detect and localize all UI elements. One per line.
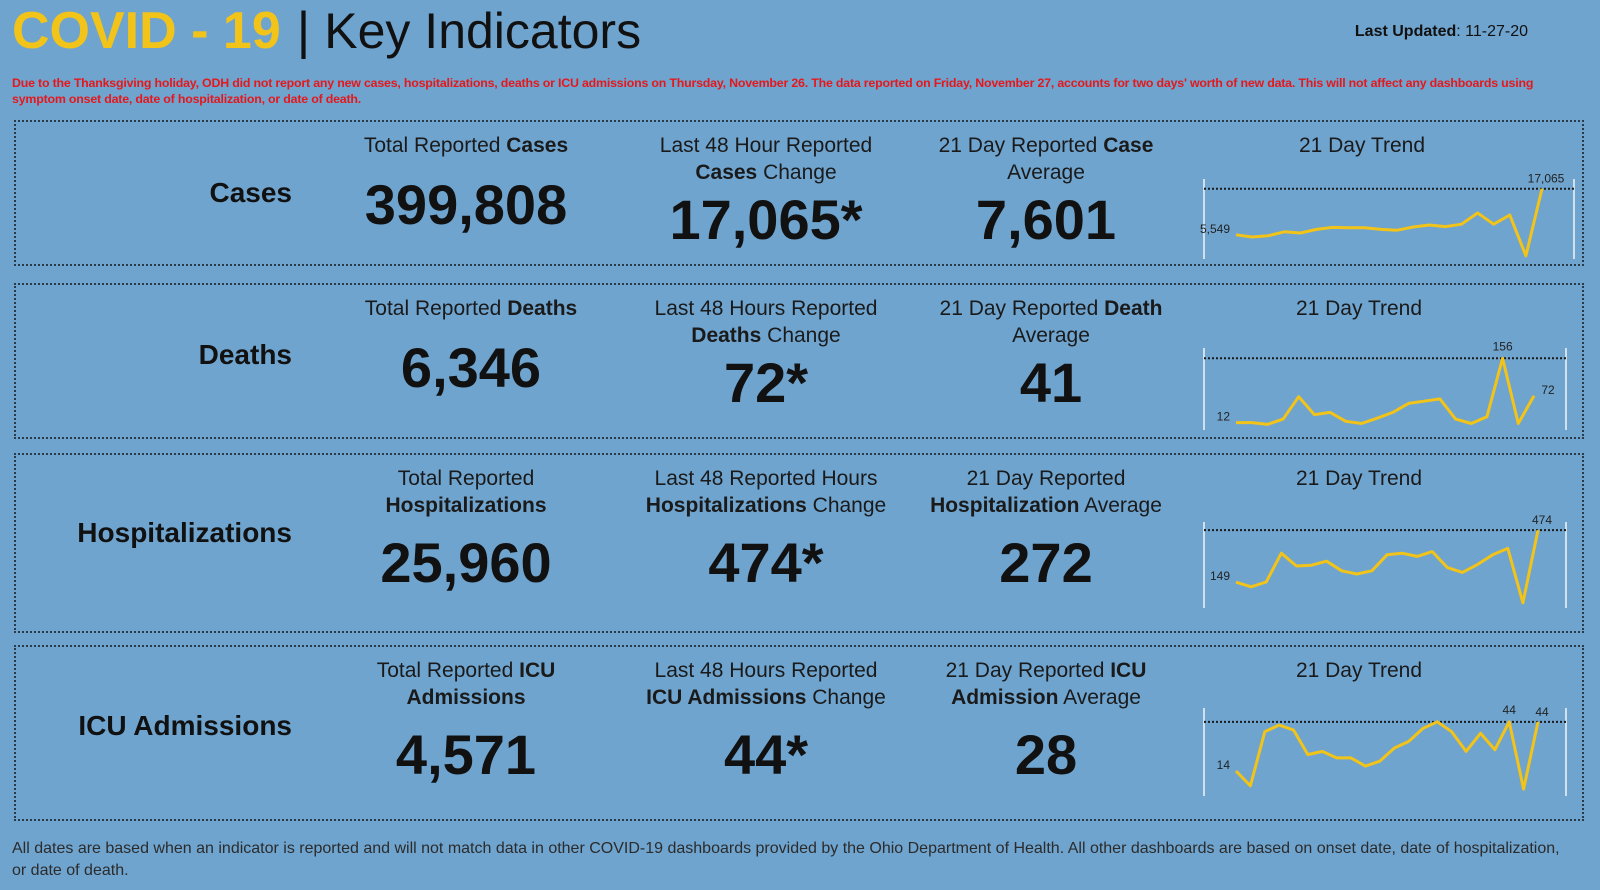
- trend-label-peak: 44: [1503, 703, 1517, 717]
- total-hosp-heading: Total Reported Hospitalizations: [385, 467, 547, 517]
- trend-label-first: 12: [1217, 410, 1231, 424]
- title-separator: |: [296, 2, 311, 60]
- average-icu-block: 21 Day Reported ICU Admission Average 28: [896, 657, 1196, 785]
- total-cases-block: Total Reported Cases 399,808: [316, 132, 616, 235]
- average-cases-value: 7,601: [975, 188, 1117, 251]
- title-covid: COVID - 19: [12, 2, 281, 60]
- total-deaths-value: 6,346: [400, 336, 542, 399]
- trend-label-peak: 156: [1493, 339, 1513, 353]
- change-icu-block: Last 48 Hours Reported ICU Admissions Cha…: [606, 657, 926, 785]
- total-icu-value: 4,571: [395, 723, 537, 786]
- panel-label-hospitalizations: Hospitalizations: [77, 517, 292, 548]
- total-deaths-heading: Total Reported Deaths: [364, 297, 578, 320]
- last-updated: Last Updated: 11-27-20: [1355, 23, 1528, 41]
- last-updated-label: Last Updated: [1354, 23, 1457, 40]
- trend-chart-cases: 5,549 17,065: [1200, 172, 1575, 259]
- holiday-notice: Due to the Thanksgiving holiday, ODH did…: [12, 76, 1534, 106]
- panel-label-deaths: Deaths: [198, 339, 292, 370]
- change-icu-heading: Last 48 Hours Reported ICU Admissions Cha…: [646, 659, 886, 709]
- change-deaths-value: 72*: [723, 351, 809, 414]
- trend-label-last: 72: [1541, 383, 1555, 397]
- trend-title-icu: 21 Day Trend: [1295, 659, 1423, 682]
- average-hosp-heading: 21 Day Reported Hospitalization Average: [930, 467, 1162, 517]
- average-cases-heading: 21 Day Reported Case Average: [938, 134, 1154, 184]
- trend-label-first: 5,549: [1200, 222, 1230, 236]
- average-icu-value: 28: [1014, 723, 1078, 786]
- header: COVID - 19 | Key Indicators: [12, 0, 641, 62]
- average-hosp-value: 272: [999, 531, 1093, 594]
- panel-cases: Cases Total Reported Cases 399,808 Last …: [14, 120, 1584, 266]
- average-deaths-block: 21 Day Reported Death Average 41: [896, 295, 1206, 413]
- title-key-indicators: Key Indicators: [324, 3, 642, 59]
- average-hosp-block: 21 Day Reported Hospitalization Average 2…: [896, 465, 1196, 593]
- panel-icu: ICU Admissions Total Reported ICU Admissi…: [14, 645, 1584, 821]
- change-icu-value: 44*: [723, 723, 809, 786]
- average-deaths-value: 41: [1019, 351, 1083, 414]
- total-cases-value: 399,808: [364, 173, 568, 236]
- total-deaths-block: Total Reported Deaths 6,346: [316, 295, 626, 398]
- trend-title-hospitalizations: 21 Day Trend: [1295, 467, 1423, 490]
- total-hosp-block: Total Reported Hospitalizations 25,960: [316, 465, 616, 593]
- trend-title-cases: 21 Day Trend: [1298, 134, 1426, 157]
- total-icu-heading: Total Reported ICU Admissions: [376, 659, 556, 709]
- trend-label-first: 149: [1210, 569, 1230, 583]
- trend-chart-icu: 14 44 44: [1203, 703, 1567, 796]
- trend-label-last: 44: [1535, 705, 1549, 719]
- total-icu-block: Total Reported ICU Admissions 4,571: [316, 657, 616, 785]
- trend-series-line: [1235, 188, 1544, 258]
- change-deaths-block: Last 48 Hours Reported Deaths Change 72*: [606, 295, 926, 413]
- panel-label-icu: ICU Admissions: [78, 710, 292, 741]
- change-hosp-block: Last 48 Reported Hours Hospitalizations C…: [606, 465, 926, 593]
- change-cases-value: 17,065*: [669, 188, 863, 251]
- last-updated-value: : 11-27-20: [1456, 23, 1528, 40]
- change-hosp-heading: Last 48 Reported Hours Hospitalizations C…: [645, 467, 887, 517]
- total-hosp-value: 25,960: [380, 531, 552, 594]
- panel-hospitalizations: Hospitalizations Total Reported Hospitali…: [14, 453, 1584, 633]
- trend-series-line: [1236, 356, 1536, 426]
- trend-label-last: 17,065: [1528, 172, 1565, 186]
- total-cases-heading: Total Reported Cases: [363, 134, 569, 157]
- trend-series-line: [1235, 529, 1540, 605]
- change-cases-heading: Last 48 Hour Reported Cases Change: [659, 134, 873, 184]
- trend-label-last: 474: [1532, 513, 1552, 527]
- footer-note: All dates are based when an indicator is…: [12, 840, 1560, 879]
- change-hosp-value: 474*: [708, 531, 824, 594]
- trend-chart-deaths: 12 72 156: [1203, 339, 1567, 430]
- change-cases-block: Last 48 Hour Reported Cases Change 17,065…: [606, 132, 926, 250]
- panel-label-cases: Cases: [209, 177, 292, 208]
- trend-label-first: 14: [1217, 758, 1231, 772]
- average-deaths-heading: 21 Day Reported Death Average: [939, 297, 1163, 347]
- average-icu-heading: 21 Day Reported ICU Admission Average: [945, 659, 1147, 709]
- change-deaths-heading: Last 48 Hours Reported Deaths Change: [654, 297, 878, 347]
- average-cases-block: 21 Day Reported Case Average 7,601: [896, 132, 1196, 250]
- trend-series-line: [1234, 720, 1540, 791]
- trend-title-deaths: 21 Day Trend: [1295, 297, 1423, 320]
- trend-chart-hospitalizations: 149 474: [1203, 513, 1567, 608]
- panel-deaths: Deaths Total Reported Deaths 6,346 Last …: [14, 283, 1584, 439]
